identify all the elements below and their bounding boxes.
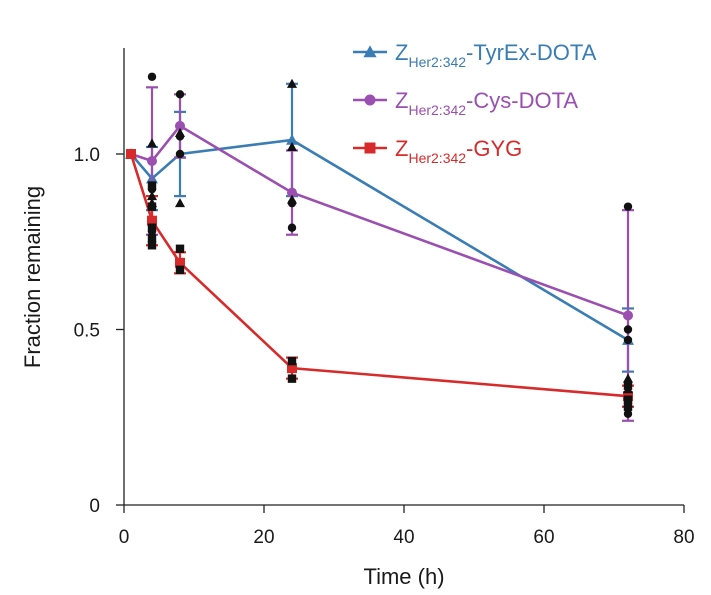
- series-line: [129, 153, 629, 398]
- legend-label: ZHer2:342-Cys-DOTA: [395, 88, 578, 118]
- replicate-point: [175, 149, 185, 159]
- y-tick-label: 0.5: [74, 321, 100, 342]
- legend-marker: [363, 45, 377, 58]
- data-point: [147, 156, 157, 167]
- data-point: [287, 187, 297, 198]
- data-point: [126, 149, 136, 159]
- replicate-point: [147, 202, 157, 211]
- replicate-point: [623, 335, 633, 345]
- replicates-layer: [146, 72, 634, 418]
- legend-marker: [364, 142, 376, 154]
- series-triangle: [125, 82, 634, 373]
- series-layer: [125, 82, 634, 422]
- replicate-point: [623, 402, 633, 411]
- series-line: [130, 138, 629, 342]
- replicate-point: [175, 244, 185, 253]
- replicate-point: [287, 198, 297, 208]
- data-point: [286, 133, 298, 145]
- legend: ZHer2:342-TyrEx-DOTA ZHer2:342-Cys-DOTA ZH…: [353, 40, 597, 166]
- replicate-point: [623, 395, 633, 404]
- replicate-point: [147, 181, 157, 190]
- data-point: [147, 215, 157, 226]
- x-tick-label: 80: [673, 527, 694, 548]
- data-point: [175, 257, 185, 268]
- legend-item: ZHer2:342-TyrEx-DOTA: [353, 40, 597, 70]
- x-tick-label: 0: [119, 527, 130, 548]
- replicate-point: [147, 223, 157, 232]
- legend-label: ZHer2:342-GYG: [395, 136, 522, 166]
- replicate-point: [623, 325, 633, 334]
- x-axis-label: Time (h): [363, 564, 444, 589]
- replicate-point: [286, 141, 298, 152]
- replicate-point: [146, 138, 158, 148]
- series-square: [126, 149, 634, 408]
- replicate-point: [147, 234, 157, 243]
- data-point: [175, 120, 185, 131]
- replicate-point: [622, 373, 634, 383]
- replicate-point: [287, 223, 297, 232]
- replicate-point: [147, 241, 157, 250]
- x-tick-label: 20: [253, 527, 274, 548]
- legend-marker: [364, 94, 376, 106]
- replicate-point: [287, 356, 297, 366]
- x-tick-label: 40: [393, 527, 414, 548]
- replicate-point: [623, 409, 633, 418]
- replicate-point: [147, 72, 157, 81]
- replicate-point: [623, 381, 633, 390]
- ticks: 0 20 40 60 80 0 0.5 1.0: [74, 145, 695, 548]
- series-circle: [126, 86, 634, 422]
- replicate-point: [175, 90, 185, 99]
- data-point: [287, 363, 297, 374]
- replicate-point: [287, 374, 297, 383]
- replicate-point: [174, 198, 186, 208]
- legend-item: ZHer2:342-Cys-DOTA: [353, 88, 578, 118]
- y-tick-label: 0: [89, 496, 100, 517]
- replicate-point: [175, 265, 185, 275]
- replicate-point: [146, 191, 158, 201]
- legend-label: ZHer2:342-TyrEx-DOTA: [395, 40, 597, 70]
- replicate-point: [286, 78, 298, 88]
- y-tick-label: 1.0: [74, 145, 100, 166]
- axes: [123, 48, 684, 506]
- legend-item: ZHer2:342-GYG: [353, 136, 522, 166]
- replicate-point: [623, 202, 633, 211]
- replicate-point: [175, 132, 185, 141]
- y-axis-label: Fraction remaining: [20, 186, 45, 368]
- x-tick-label: 60: [533, 527, 554, 548]
- data-point: [623, 310, 633, 321]
